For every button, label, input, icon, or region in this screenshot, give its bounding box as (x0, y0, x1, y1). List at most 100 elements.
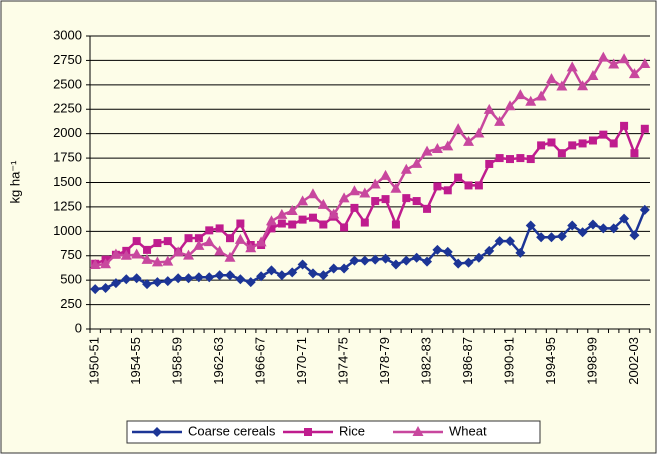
point (597, 51, 609, 62)
point (193, 239, 205, 250)
point (452, 123, 464, 134)
point (163, 237, 172, 246)
point (454, 173, 463, 182)
legend-label: Coarse cereals (188, 423, 276, 438)
point (390, 182, 402, 193)
x-tick-label: 1954-55 (128, 337, 143, 385)
point (391, 220, 400, 229)
point (277, 219, 286, 228)
point (608, 58, 620, 69)
point (131, 248, 143, 259)
point (245, 277, 256, 288)
point (276, 208, 288, 219)
point (307, 188, 319, 199)
point (225, 270, 235, 281)
point (265, 215, 277, 226)
point (515, 247, 526, 258)
y-tick-label: 2500 (53, 76, 82, 91)
point (359, 187, 371, 198)
point (536, 232, 547, 243)
point (89, 259, 101, 270)
point (121, 274, 132, 285)
point (183, 273, 194, 284)
point (350, 203, 359, 212)
point (184, 234, 193, 243)
legend-marker (304, 428, 312, 436)
x-tick-label: 1974-75 (336, 337, 351, 385)
legend-marker (412, 426, 424, 436)
point (431, 143, 443, 154)
point (267, 224, 276, 233)
point (369, 178, 381, 189)
point (317, 198, 329, 209)
point (464, 181, 473, 190)
legend-marker (152, 427, 162, 437)
point (639, 204, 650, 215)
point (494, 115, 506, 126)
point (224, 251, 236, 262)
point (110, 248, 122, 259)
point (537, 141, 546, 150)
point (504, 100, 516, 111)
y-tick-label: 2250 (53, 101, 82, 116)
point (547, 138, 556, 147)
point (421, 145, 433, 156)
point (359, 255, 370, 266)
point (319, 220, 328, 229)
point (423, 204, 432, 213)
point (235, 274, 246, 285)
point (629, 230, 640, 241)
point (287, 267, 298, 278)
point (255, 236, 267, 247)
x-tick-label: 1982-83 (418, 337, 433, 385)
point (514, 89, 526, 100)
point (162, 276, 173, 287)
point (568, 141, 577, 150)
point (370, 254, 381, 265)
point (328, 208, 340, 219)
point (286, 205, 298, 216)
point (203, 236, 215, 247)
point (402, 194, 411, 203)
point (204, 272, 215, 283)
point (473, 252, 484, 263)
point (567, 220, 578, 231)
x-tick-label: 1990-91 (501, 337, 516, 385)
point (297, 259, 308, 270)
point (151, 256, 163, 267)
legend-box (126, 420, 541, 444)
y-tick-label: 2750 (53, 52, 82, 67)
point (526, 155, 535, 164)
point (494, 236, 505, 247)
point (442, 140, 454, 151)
point (525, 220, 536, 231)
y-tick-label: 0 (75, 320, 82, 335)
point (474, 181, 483, 190)
y-tick-label: 1000 (53, 223, 82, 238)
point (463, 257, 474, 268)
point (546, 232, 557, 243)
point (442, 246, 453, 257)
point (598, 223, 609, 234)
x-tick-label: 2002-03 (626, 337, 641, 385)
point (339, 263, 350, 274)
point (338, 192, 350, 203)
series (90, 204, 650, 295)
point (214, 245, 226, 256)
point (473, 127, 485, 138)
point (110, 278, 121, 289)
point (588, 136, 597, 145)
point (619, 213, 630, 224)
point (234, 233, 246, 244)
point (484, 245, 495, 256)
point (587, 70, 599, 81)
y-tick-label: 3000 (53, 27, 82, 42)
point (463, 135, 475, 146)
point (390, 259, 401, 270)
point (483, 103, 495, 114)
point (214, 270, 225, 281)
y-axis-label: kg ha⁻¹ (7, 160, 22, 204)
point (535, 90, 547, 101)
point (205, 226, 214, 235)
